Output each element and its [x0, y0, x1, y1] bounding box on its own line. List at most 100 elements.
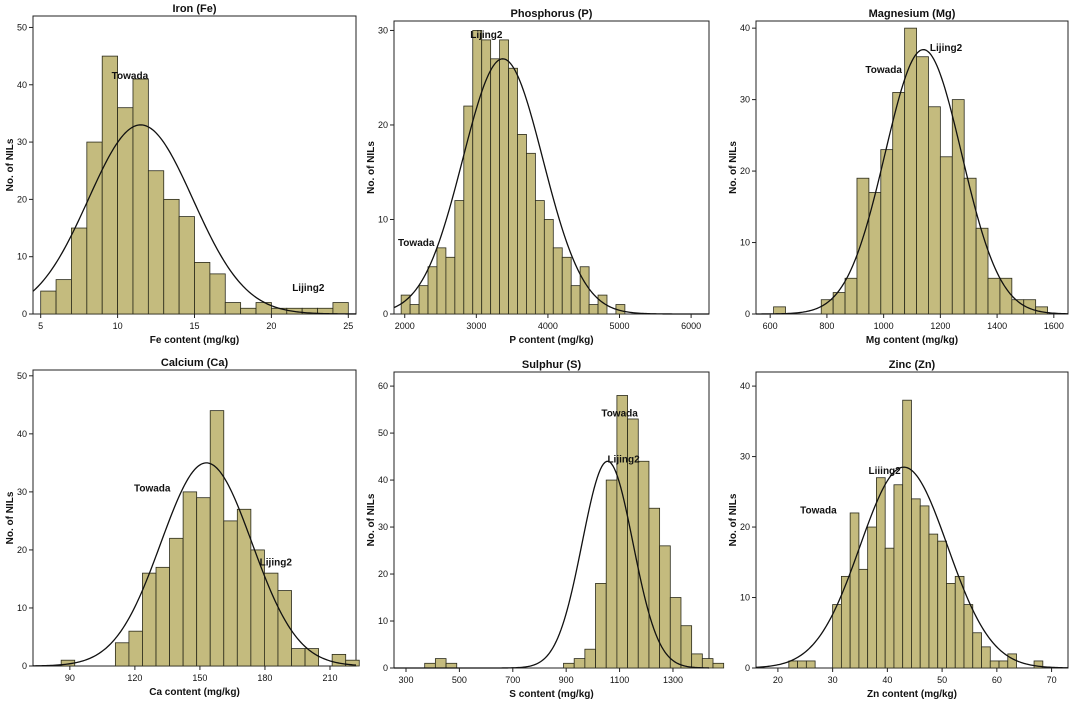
- histogram-bar: [844, 277, 858, 315]
- histogram-bar: [840, 575, 851, 669]
- cultivar-annotation: Lijing2: [260, 558, 293, 569]
- y-tick-label: 20: [740, 522, 750, 532]
- y-axis-label: No. of NILs: [5, 491, 16, 544]
- y-tick-label: 30: [378, 25, 388, 35]
- histogram-bar: [240, 307, 257, 315]
- y-tick-label: 0: [383, 663, 388, 673]
- y-axis-label: No. of NILs: [728, 493, 739, 546]
- histogram-bar: [856, 177, 870, 315]
- x-tick-label: 300: [398, 675, 413, 685]
- histogram-bar: [71, 227, 88, 315]
- cultivar-annotation: Towada: [112, 71, 149, 82]
- histogram-bar: [561, 256, 572, 315]
- histogram-bar: [454, 200, 465, 315]
- cultivar-annotation: Towada: [398, 238, 435, 249]
- histogram-bar: [669, 597, 682, 669]
- y-axis-label: No. of NILs: [366, 493, 377, 546]
- chart-title: Magnesium (Mg): [869, 8, 956, 20]
- histogram-bar: [209, 273, 226, 315]
- x-tick-label: 5000: [609, 321, 629, 331]
- histogram-bar: [989, 660, 1000, 669]
- histogram-bar: [963, 604, 974, 669]
- normal-curve: [755, 466, 1069, 669]
- histogram-bar: [163, 198, 180, 315]
- histogram-bar: [436, 247, 447, 315]
- histogram-bar: [928, 106, 941, 315]
- histogram-bar: [552, 247, 563, 315]
- y-tick-label: 40: [17, 80, 27, 90]
- histogram-bar: [712, 662, 725, 669]
- histogram-bar: [169, 537, 184, 667]
- y-tick-label: 0: [745, 663, 750, 673]
- histogram-bar: [499, 39, 509, 315]
- x-axis-label: S content (mg/kg): [509, 689, 593, 700]
- normal-curve: [756, 48, 1069, 315]
- histogram-bar: [637, 460, 650, 669]
- y-tick-label: 30: [378, 522, 388, 532]
- x-tick-label: 1100: [610, 675, 629, 685]
- panel-zinc: Zinc (Zn) 20 30 40 50 60 70 0 10 20 30 40 Liiing2 To…: [728, 359, 1069, 700]
- histogram-bar: [264, 572, 279, 667]
- histogram-bar: [975, 227, 989, 315]
- x-tick-label: 1400: [987, 321, 1007, 331]
- y-tick-label: 0: [22, 661, 27, 671]
- histogram-bar: [526, 152, 536, 315]
- histogram-bar: [788, 660, 799, 669]
- x-tick-label: 2000: [395, 321, 415, 331]
- histogram-bar: [1033, 660, 1044, 669]
- x-tick-label: 40: [882, 675, 892, 685]
- histogram-bar: [876, 477, 886, 669]
- histogram-bar: [55, 279, 72, 315]
- y-tick-label: 50: [17, 371, 27, 381]
- histogram-bar: [911, 498, 921, 669]
- chart-title: Zinc (Zn): [889, 359, 936, 371]
- y-tick-label: 10: [17, 603, 27, 613]
- histogram-bar: [892, 92, 906, 315]
- y-tick-label: 10: [740, 593, 750, 603]
- histogram-bar: [101, 55, 118, 315]
- histogram-bar: [998, 660, 1009, 669]
- y-tick-label: 10: [378, 214, 388, 224]
- y-tick-label: 10: [17, 252, 27, 262]
- histogram-bar: [472, 30, 483, 315]
- chart-title: Phosphorus (P): [511, 8, 593, 20]
- histogram-bar: [86, 141, 103, 315]
- histogram-bar: [880, 149, 894, 315]
- x-tick-label: 4000: [538, 321, 558, 331]
- y-tick-label: 40: [378, 475, 388, 485]
- histogram-bar: [972, 632, 982, 669]
- histogram-bar: [987, 277, 1001, 315]
- normal-curve: [32, 462, 357, 667]
- histogram-bar: [114, 642, 130, 667]
- histogram-bar: [490, 58, 500, 315]
- x-tick-label: 3000: [466, 321, 486, 331]
- histogram-bar: [867, 526, 877, 669]
- histogram-bar: [928, 533, 939, 669]
- y-tick-label: 20: [17, 194, 27, 204]
- histogram-bar: [563, 662, 575, 669]
- histogram-bar: [155, 566, 170, 667]
- normal-curve: [393, 58, 709, 315]
- x-tick-label: 70: [1047, 675, 1057, 685]
- x-tick-label: 60: [992, 675, 1002, 685]
- histogram-bar: [981, 646, 991, 669]
- chart-title: Sulphur (S): [522, 359, 582, 371]
- y-tick-label: 0: [383, 309, 388, 319]
- y-tick-label: 40: [740, 23, 750, 33]
- histogram-bar: [659, 545, 671, 669]
- cultivar-annotation: Liiing2: [869, 466, 902, 477]
- histogram-bar: [849, 512, 860, 669]
- histogram-bar: [773, 306, 786, 315]
- cultivar-annotation: Lijing2: [470, 30, 503, 41]
- panel-magnesium: Magnesium (Mg) 600 800 1000 1200 1400 1600 0 10…: [728, 8, 1069, 346]
- x-tick-label: 800: [819, 321, 834, 331]
- histogram-bar: [605, 479, 618, 669]
- x-tick-label: 500: [452, 675, 467, 685]
- histogram-bar: [946, 583, 956, 669]
- histogram-bar: [194, 262, 211, 315]
- x-tick-label: 1200: [930, 321, 950, 331]
- x-tick-label: 6000: [681, 321, 701, 331]
- cultivar-annotation: Lijing2: [292, 283, 325, 294]
- x-axis-label: Mg content (mg/kg): [866, 335, 958, 346]
- histogram-bar: [648, 507, 661, 669]
